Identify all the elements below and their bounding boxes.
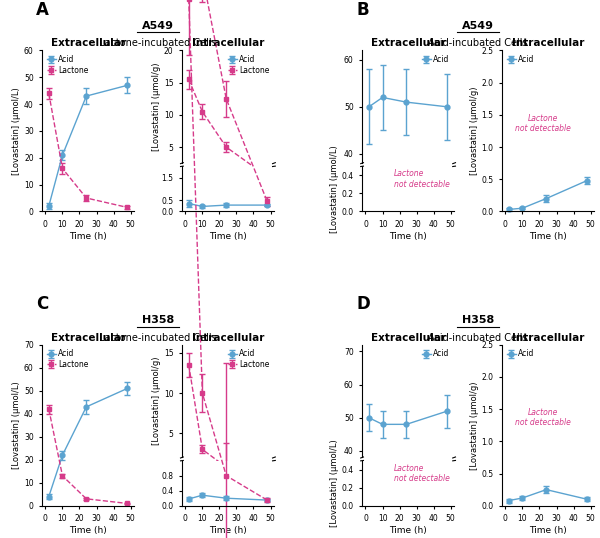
Text: H358: H358 xyxy=(462,315,494,325)
Legend: Acid: Acid xyxy=(421,54,450,65)
Title: Intracellular: Intracellular xyxy=(192,38,264,48)
Text: Acid-incubated Cells: Acid-incubated Cells xyxy=(428,38,528,48)
Legend: Acid: Acid xyxy=(506,54,535,65)
X-axis label: Time (h): Time (h) xyxy=(529,526,567,535)
Y-axis label: [Lovastatin] (μmol/L): [Lovastatin] (μmol/L) xyxy=(330,145,339,233)
Title: Intracellular: Intracellular xyxy=(512,38,584,48)
Text: Lactone
not detectable: Lactone not detectable xyxy=(515,408,571,427)
Text: Lactone-incubated Cells: Lactone-incubated Cells xyxy=(99,38,217,48)
Legend: Acid, Lactone: Acid, Lactone xyxy=(227,349,270,370)
Legend: Acid, Lactone: Acid, Lactone xyxy=(46,349,89,370)
Y-axis label: [Lovastatin] (μmol/L): [Lovastatin] (μmol/L) xyxy=(330,440,339,527)
Y-axis label: [Lovastatin] (μmol/L): [Lovastatin] (μmol/L) xyxy=(12,87,21,175)
Text: A549: A549 xyxy=(462,21,494,31)
Text: Lactone
not detectable: Lactone not detectable xyxy=(394,464,450,483)
X-axis label: Time (h): Time (h) xyxy=(389,231,427,240)
Text: D: D xyxy=(356,295,370,313)
Text: Lactone
not detectable: Lactone not detectable xyxy=(515,114,571,133)
X-axis label: Time (h): Time (h) xyxy=(209,526,247,535)
Title: Intracellular: Intracellular xyxy=(192,332,264,343)
Title: Extracellular: Extracellular xyxy=(50,38,125,48)
Title: Extracellular: Extracellular xyxy=(50,332,125,343)
X-axis label: Time (h): Time (h) xyxy=(69,526,107,535)
X-axis label: Time (h): Time (h) xyxy=(209,231,247,240)
Text: C: C xyxy=(36,295,48,313)
Title: Intracellular: Intracellular xyxy=(512,332,584,343)
Legend: Acid, Lactone: Acid, Lactone xyxy=(46,54,89,75)
Y-axis label: [Lovastatin] (μmol/g): [Lovastatin] (μmol/g) xyxy=(152,357,161,445)
Text: Lactone-incubated Cells: Lactone-incubated Cells xyxy=(99,332,217,343)
Text: Lactone
not detectable: Lactone not detectable xyxy=(394,169,450,189)
Text: B: B xyxy=(356,1,368,19)
Text: A549: A549 xyxy=(142,21,174,31)
Legend: Acid, Lactone: Acid, Lactone xyxy=(227,54,270,75)
Y-axis label: [Lovastatin] (μmol/L): [Lovastatin] (μmol/L) xyxy=(12,381,21,469)
Y-axis label: [Lovastatin] (μmol/g): [Lovastatin] (μmol/g) xyxy=(470,381,479,470)
Title: Extracellular: Extracellular xyxy=(371,332,446,343)
X-axis label: Time (h): Time (h) xyxy=(389,526,427,535)
X-axis label: Time (h): Time (h) xyxy=(69,231,107,240)
Text: Acid-incubated Cells: Acid-incubated Cells xyxy=(428,332,528,343)
Legend: Acid: Acid xyxy=(421,349,450,359)
Text: A: A xyxy=(36,1,49,19)
Legend: Acid: Acid xyxy=(506,349,535,359)
Text: H358: H358 xyxy=(142,315,174,325)
Y-axis label: [Lovastatin] (μmol/g): [Lovastatin] (μmol/g) xyxy=(470,87,479,175)
Y-axis label: [Lovastatin] (μmol/g): [Lovastatin] (μmol/g) xyxy=(152,62,161,151)
Title: Extracellular: Extracellular xyxy=(371,38,446,48)
X-axis label: Time (h): Time (h) xyxy=(529,231,567,240)
